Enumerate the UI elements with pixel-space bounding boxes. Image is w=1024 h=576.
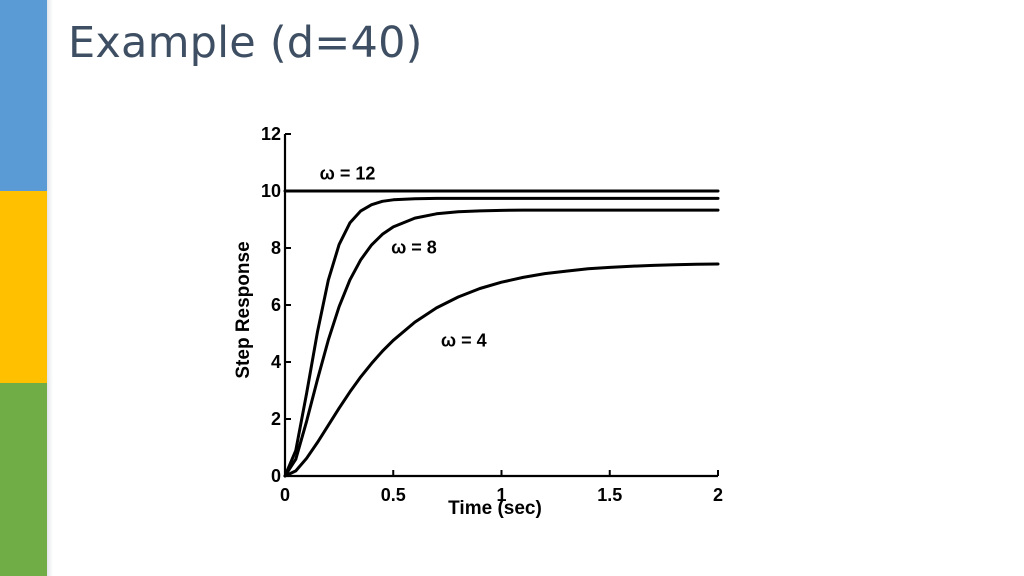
x-axis-label: Time (sec): [448, 498, 542, 519]
x-tick-label: 0.5: [381, 485, 406, 505]
x-tick-label: 1.5: [597, 485, 622, 505]
accent-stripe-yellow: [0, 191, 47, 383]
y-tick-label: 4: [271, 352, 281, 372]
y-tick-label: 2: [271, 409, 281, 429]
curve-annotation: ω = 8: [391, 238, 437, 258]
y-tick-label: 0: [271, 466, 281, 486]
y-tick-label: 6: [271, 295, 281, 315]
series-line-3: [283, 262, 720, 478]
x-tick-label: 1: [496, 485, 506, 505]
series-line-2: [283, 208, 720, 478]
curve-annotation: ω = 4: [441, 330, 487, 350]
slide-title: Example (d=40): [68, 18, 423, 68]
accent-stripe-green: [0, 383, 47, 576]
x-tick-label: 2: [713, 485, 723, 505]
x-tick-label: 0: [280, 485, 290, 505]
curve-annotation: ω = 12: [320, 164, 376, 184]
y-axis-label: Step Response: [233, 241, 254, 378]
series-line-1: [283, 196, 720, 478]
y-tick-label: 8: [271, 238, 281, 258]
y-tick-label: 12: [261, 124, 281, 144]
accent-stripe-blue: [0, 0, 47, 191]
stripe-shadow: [47, 0, 53, 576]
y-tick-label: 10: [261, 181, 281, 201]
